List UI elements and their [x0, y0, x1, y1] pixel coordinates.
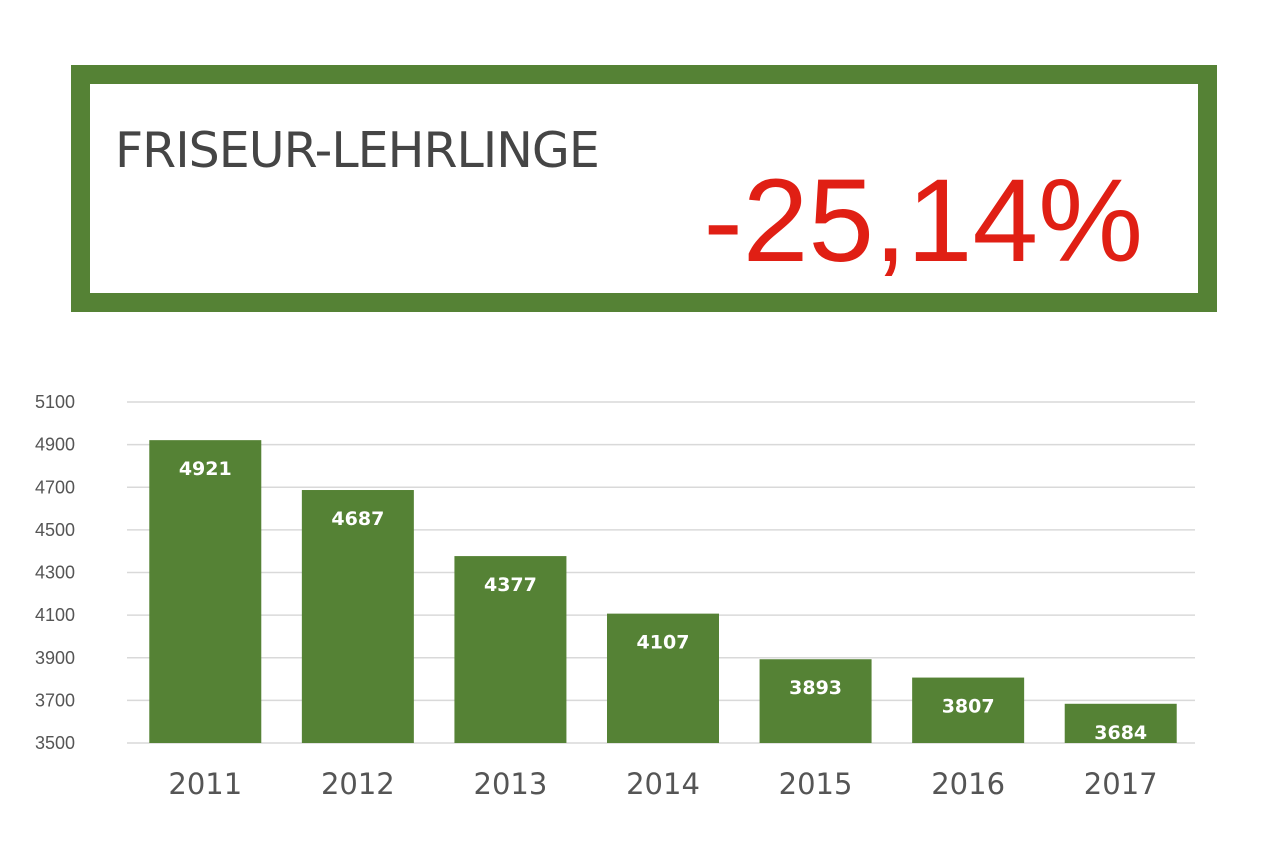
x-axis-category-labels: 2011 2012 2013 2014 2015 2016 2017: [168, 767, 1157, 801]
y-tick-label: 4500: [35, 520, 75, 540]
y-tick-label: 5100: [35, 392, 75, 412]
data-label-2017: 3684: [1094, 722, 1147, 744]
bars: [149, 440, 1177, 743]
bar-2016: [912, 677, 1025, 743]
bar-2012: [301, 490, 414, 743]
x-tick-label-2015: 2015: [779, 767, 853, 801]
data-labels: 4921 4687 4377 4107 3893 3807 3684: [179, 458, 1147, 744]
headline-change-value: -25,14%: [703, 155, 1143, 287]
x-tick-label-2011: 2011: [168, 767, 242, 801]
y-tick-label: 4100: [35, 605, 75, 625]
data-label-2011: 4921: [179, 458, 232, 480]
y-tick-label: 3500: [35, 733, 75, 753]
bar-2011: [149, 440, 262, 743]
x-tick-label-2013: 2013: [474, 767, 548, 801]
y-tick-label: 3700: [35, 690, 75, 710]
data-label-2012: 4687: [331, 508, 384, 530]
y-tick-label: 4300: [35, 563, 75, 583]
x-tick-label-2012: 2012: [321, 767, 395, 801]
bar-2014: [607, 613, 719, 743]
bar-2013: [454, 556, 567, 743]
headline-box: FRISEUR-LEHRLINGE -25,14%: [71, 65, 1217, 312]
data-label-2014: 4107: [637, 632, 690, 654]
x-tick-label-2016: 2016: [931, 767, 1005, 801]
y-tick-label: 4700: [35, 477, 75, 497]
data-label-2016: 3807: [942, 696, 995, 718]
y-tick-label: 3900: [35, 648, 75, 668]
bar-2017: [1064, 703, 1177, 743]
x-tick-label-2017: 2017: [1084, 767, 1158, 801]
bar-2015: [759, 659, 872, 743]
x-tick-label-2014: 2014: [626, 767, 700, 801]
data-label-2015: 3893: [789, 677, 842, 699]
y-tick-label: 4900: [35, 435, 75, 455]
y-axis-tick-labels: 3500 3700 3900 4100 4300 4500 4700 4900 5100: [35, 392, 75, 753]
headline-title: FRISEUR-LEHRLINGE: [115, 122, 600, 179]
data-label-2013: 4377: [484, 574, 537, 596]
